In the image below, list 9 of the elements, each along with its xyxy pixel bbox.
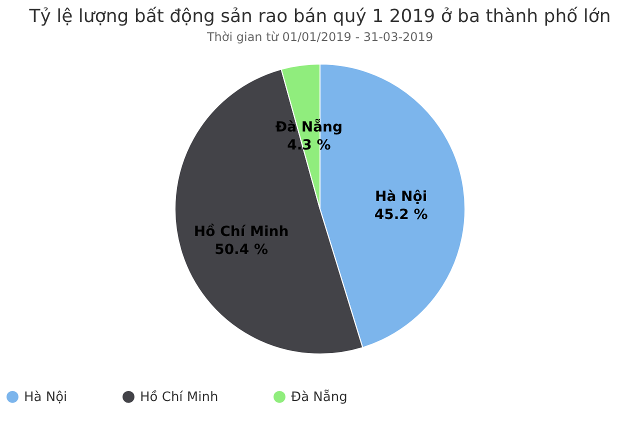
- legend-label: Hà Nội: [24, 390, 68, 405]
- legend-label: Đà Nẵng: [291, 388, 348, 405]
- legend-label: Hồ Chí Minh: [140, 388, 218, 405]
- chart-title: Tỷ lệ lượng bất động sản rao bán quý 1 2019 ở ba thành phố lớn: [28, 6, 611, 27]
- slice-label: Hà Nội: [375, 188, 428, 205]
- data-label: 50.4 %: [214, 242, 268, 258]
- slice-label: Hồ Chí Minh: [194, 223, 289, 240]
- chart-subtitle: Thời gian từ 01/01/2019 - 31-03-2019: [206, 30, 434, 44]
- data-label: 45.2 %: [374, 206, 428, 223]
